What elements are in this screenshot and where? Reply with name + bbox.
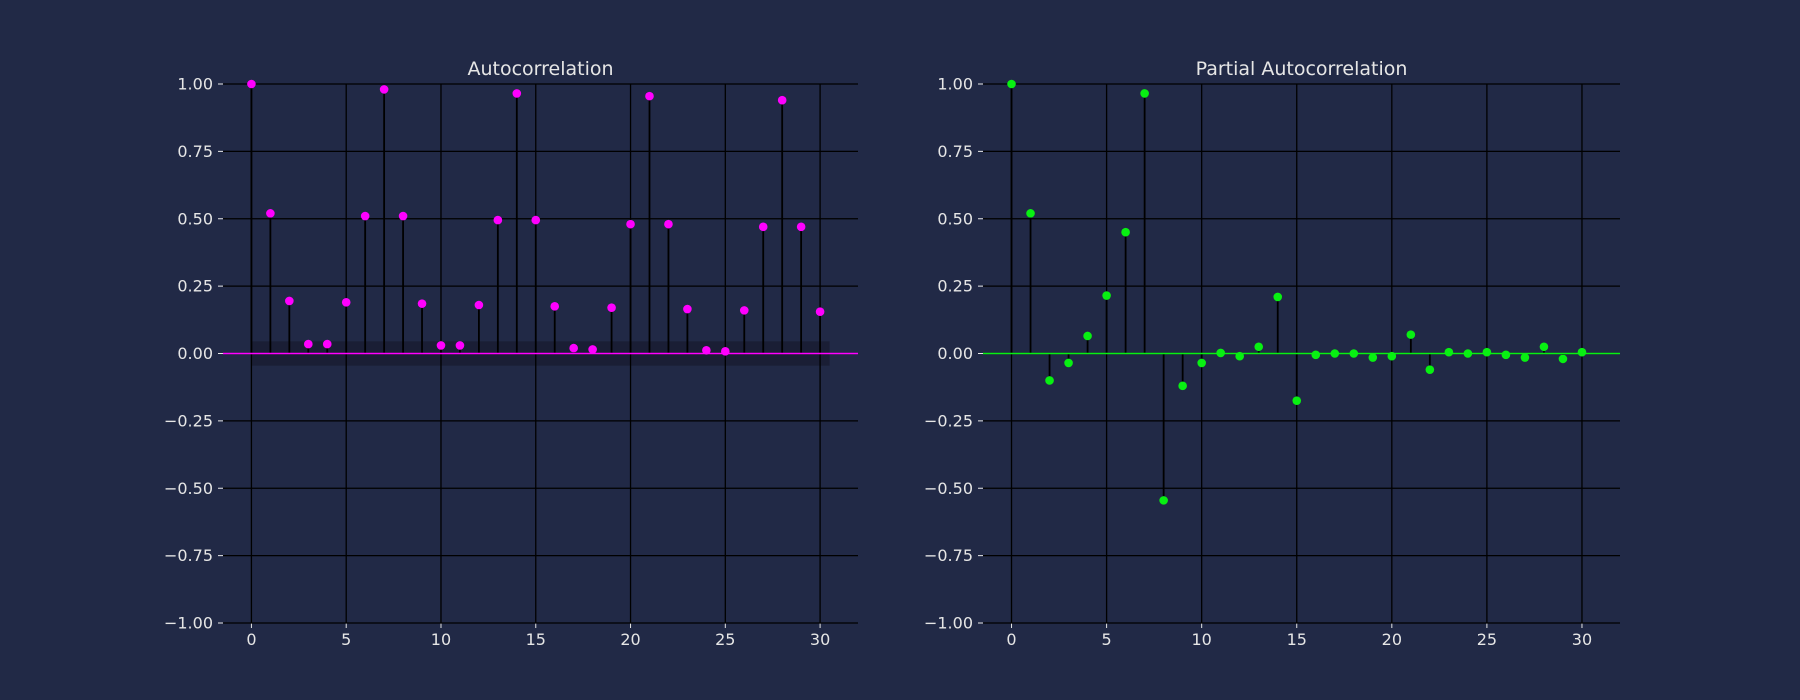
pacf-point-lag-2 <box>1045 376 1054 385</box>
acf-point-lag-27 <box>758 222 768 232</box>
pacf-x-tick-label: 10 <box>1191 630 1211 649</box>
acf-point-lag-3 <box>303 339 313 349</box>
acf-x-tick-label: 0 <box>246 630 256 649</box>
pacf-point-lag-30 <box>1577 347 1587 357</box>
pacf-point-lag-21 <box>1406 330 1416 339</box>
pacf-point-lag-17 <box>1330 349 1340 358</box>
acf-point-lag-24 <box>702 345 711 355</box>
pacf-point-lag-18 <box>1349 349 1359 358</box>
pacf-point-lag-7 <box>1140 89 1149 98</box>
pacf-point-lag-9 <box>1178 381 1187 391</box>
acf-point-lag-22 <box>664 219 673 229</box>
acf-point-lag-8 <box>398 211 408 221</box>
acf-y-tick-label: 0.00 <box>177 344 213 363</box>
acf-point-lag-23 <box>683 304 692 314</box>
acf-y-tick-label: 0.50 <box>177 209 213 228</box>
pacf-y-tick-label: 0.00 <box>937 344 973 363</box>
acf-point-lag-26 <box>739 306 749 315</box>
acf-y-tick-label: −0.75 <box>164 546 213 565</box>
acf-point-lag-1 <box>266 209 275 218</box>
acf-point-lag-30 <box>815 307 825 317</box>
pacf-point-lag-26 <box>1501 350 1511 360</box>
acf-point-lag-10 <box>436 341 446 350</box>
acf-point-lag-16 <box>550 302 560 311</box>
acf-y-tick-label: 0.25 <box>177 277 213 296</box>
pacf-point-lag-19 <box>1368 353 1378 362</box>
partial-autocorrelation-panel: Partial Autocorrelation 0 5 10 15 20 25 30 1.00… <box>924 58 1620 649</box>
pacf-point-lag-16 <box>1311 350 1321 360</box>
pacf-y-tick-label: −0.50 <box>924 479 973 498</box>
acf-y-tick-label: −1.00 <box>164 614 213 633</box>
pacf-x-tick-label: 30 <box>1572 630 1592 649</box>
pacf-point-lag-15 <box>1292 396 1302 405</box>
pacf-point-lag-0 <box>1007 79 1016 89</box>
acf-point-lag-20 <box>626 219 635 229</box>
acf-point-lag-4 <box>322 339 332 349</box>
acf-y-tick-label: −0.25 <box>164 411 213 430</box>
pacf-point-lag-8 <box>1159 496 1168 505</box>
pacf-x-tick-label: 25 <box>1477 630 1497 649</box>
acf-point-lag-19 <box>607 303 616 312</box>
acf-x-tick-label: 15 <box>526 630 546 649</box>
pacf-point-lag-1 <box>1026 209 1035 218</box>
acf-point-lag-0 <box>247 79 256 89</box>
acf-y-tick-label: −0.50 <box>164 479 213 498</box>
acf-point-lag-29 <box>796 222 806 232</box>
acf-point-lag-21 <box>645 91 654 101</box>
pacf-y-tick-label: 1.00 <box>937 75 973 94</box>
pacf-point-lag-27 <box>1520 353 1530 362</box>
acf-point-lag-15 <box>531 215 541 225</box>
pacf-x-tick-label: 20 <box>1382 630 1402 649</box>
partial-autocorrelation-title: Partial Autocorrelation <box>1196 58 1408 80</box>
pacf-point-lag-23 <box>1444 347 1454 357</box>
acf-point-lag-17 <box>569 343 578 353</box>
pacf-point-lag-3 <box>1064 358 1073 368</box>
pacf-point-lag-13 <box>1254 342 1264 352</box>
pacf-point-lag-22 <box>1425 365 1435 374</box>
pacf-point-lag-25 <box>1482 347 1492 357</box>
autocorrelation-title: Autocorrelation <box>467 58 613 80</box>
pacf-y-tick-label: −1.00 <box>924 614 973 633</box>
acf-x-tick-label: 10 <box>431 630 451 649</box>
pacf-y-tick-label: 0.25 <box>937 277 973 296</box>
pacf-point-lag-6 <box>1121 227 1130 237</box>
pacf-point-lag-14 <box>1273 292 1283 302</box>
pacf-point-lag-12 <box>1235 351 1245 361</box>
autocorrelation-panel: Autocorrelation 0 5 10 15 20 25 30 1.00 0.75 0.50… <box>164 58 858 649</box>
pacf-point-lag-11 <box>1216 348 1225 358</box>
acf-x-tick-label: 20 <box>620 630 640 649</box>
acf-y-tick-label: 0.75 <box>177 142 213 161</box>
pacf-point-lag-20 <box>1387 351 1397 361</box>
pacf-point-lag-28 <box>1539 342 1549 352</box>
acf-x-tick-label: 30 <box>810 630 830 649</box>
acf-point-lag-12 <box>474 300 484 310</box>
pacf-point-lag-10 <box>1197 358 1206 368</box>
acf-x-tick-label: 5 <box>341 630 351 649</box>
acf-point-lag-7 <box>379 85 389 94</box>
pacf-point-lag-4 <box>1083 331 1092 341</box>
acf-point-lag-18 <box>588 345 597 354</box>
acf-point-lag-28 <box>777 95 787 105</box>
acf-point-lag-13 <box>493 215 503 225</box>
acf-point-lag-5 <box>341 297 351 307</box>
pacf-point-lag-24 <box>1463 349 1473 358</box>
acf-point-lag-11 <box>455 341 465 350</box>
pacf-point-lag-29 <box>1558 354 1568 364</box>
pacf-x-tick-label: 15 <box>1287 630 1307 649</box>
pacf-y-tick-label: −0.25 <box>924 411 973 430</box>
acf-point-lag-9 <box>417 299 427 308</box>
pacf-y-tick-label: 0.75 <box>937 142 973 161</box>
pacf-point-lag-5 <box>1102 291 1111 300</box>
acf-x-tick-label: 25 <box>715 630 735 649</box>
acf-point-lag-25 <box>721 347 730 356</box>
acf-point-lag-2 <box>285 296 294 306</box>
acf-point-lag-14 <box>512 89 522 98</box>
acf-point-lag-6 <box>360 211 370 221</box>
acf-y-tick-label: 1.00 <box>177 75 213 94</box>
pacf-y-tick-label: −0.75 <box>924 546 973 565</box>
pacf-y-tick-label: 0.50 <box>937 209 973 228</box>
pacf-x-tick-label: 0 <box>1006 630 1016 649</box>
pacf-x-tick-label: 5 <box>1102 630 1112 649</box>
